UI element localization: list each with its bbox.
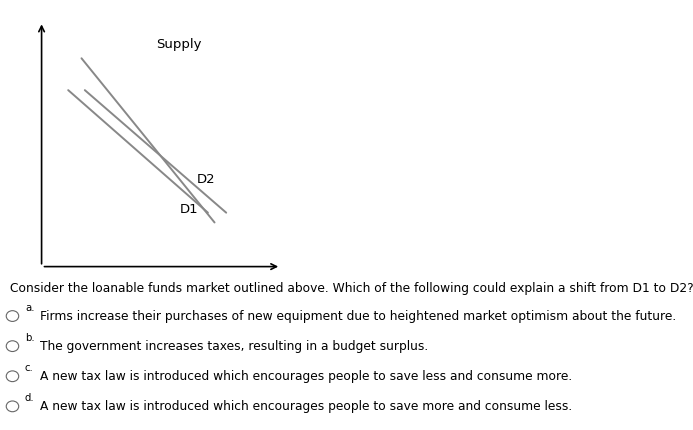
Text: D1: D1 <box>179 203 198 216</box>
Text: Firms increase their purchases of new equipment due to heightened market optimis: Firms increase their purchases of new eq… <box>40 310 676 322</box>
Text: A new tax law is introduced which encourages people to save more and consume les: A new tax law is introduced which encour… <box>40 400 572 413</box>
Text: c.: c. <box>25 363 34 373</box>
Text: D2: D2 <box>196 173 215 187</box>
Text: d.: d. <box>25 393 35 403</box>
Text: b.: b. <box>25 333 35 343</box>
Text: The government increases taxes, resulting in a budget surplus.: The government increases taxes, resultin… <box>40 340 428 353</box>
Text: Supply: Supply <box>157 38 202 51</box>
Text: Consider the loanable funds market outlined above. Which of the following could : Consider the loanable funds market outli… <box>10 282 693 295</box>
Text: a.: a. <box>25 303 35 313</box>
Text: A new tax law is introduced which encourages people to save less and consume mor: A new tax law is introduced which encour… <box>40 370 572 383</box>
